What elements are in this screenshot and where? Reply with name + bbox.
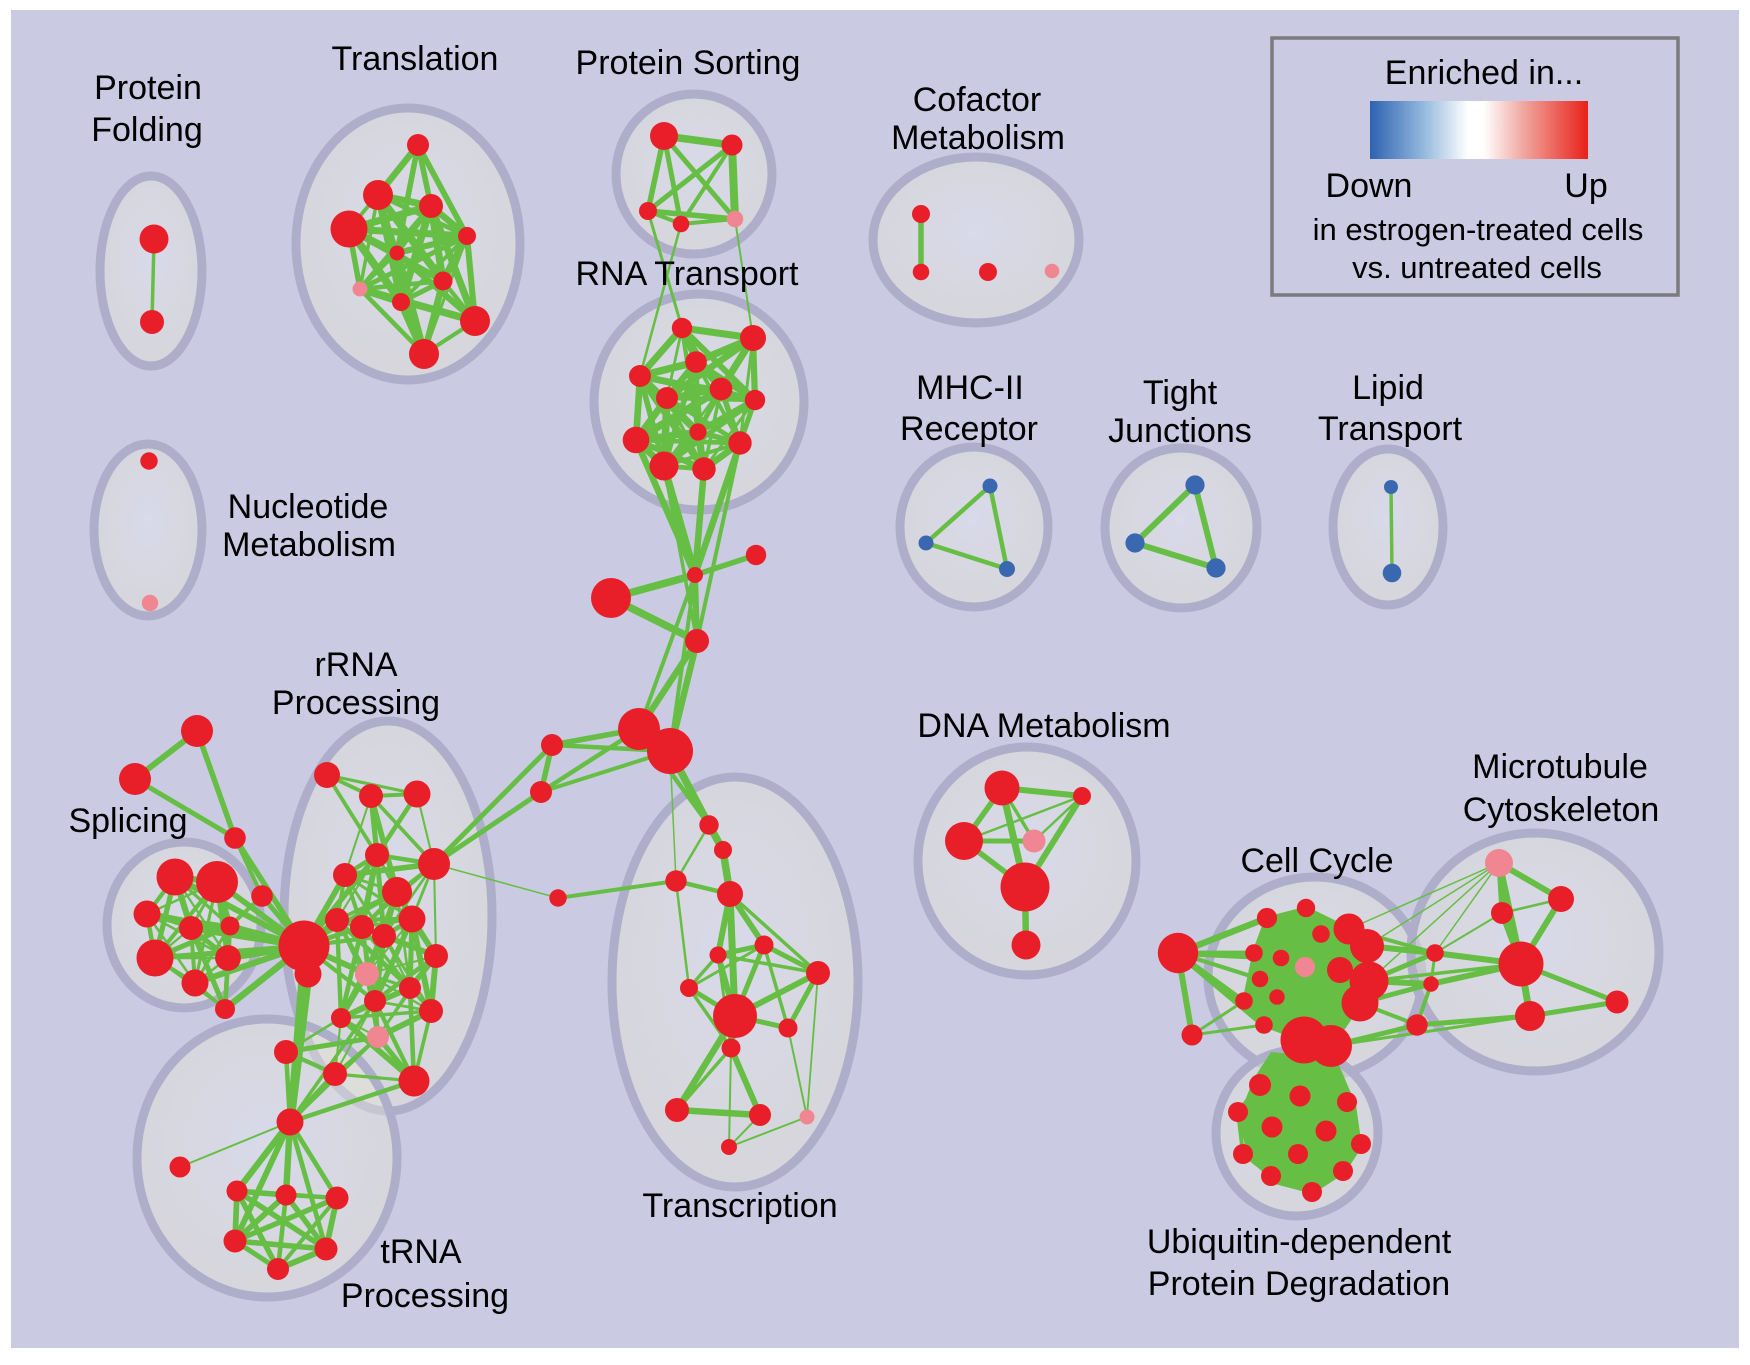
svg-text:Tight: Tight <box>1143 374 1218 412</box>
svg-text:Folding: Folding <box>91 111 203 149</box>
svg-text:Receptor: Receptor <box>900 410 1038 448</box>
svg-text:Cofactor: Cofactor <box>913 81 1042 119</box>
svg-text:Ubiquitin-dependent: Ubiquitin-dependent <box>1147 1223 1452 1261</box>
svg-text:in estrogen-treated cells: in estrogen-treated cells <box>1313 212 1644 247</box>
svg-text:Junctions: Junctions <box>1108 412 1252 450</box>
svg-text:Processing: Processing <box>272 684 440 722</box>
svg-text:Microtubule: Microtubule <box>1472 748 1648 786</box>
svg-text:Cell Cycle: Cell Cycle <box>1240 842 1393 880</box>
svg-text:Down: Down <box>1326 167 1413 205</box>
svg-text:Transcription: Transcription <box>642 1187 837 1225</box>
svg-text:Enriched in...: Enriched in... <box>1385 54 1583 92</box>
svg-text:Cytoskeleton: Cytoskeleton <box>1463 791 1660 829</box>
svg-text:rRNA: rRNA <box>314 646 397 684</box>
svg-text:Protein Sorting: Protein Sorting <box>576 44 801 82</box>
svg-text:Protein Degradation: Protein Degradation <box>1148 1265 1450 1303</box>
svg-text:Lipid: Lipid <box>1352 369 1424 407</box>
svg-text:Splicing: Splicing <box>68 802 187 840</box>
svg-text:MHC-II: MHC-II <box>916 369 1024 407</box>
svg-text:RNA Transport: RNA Transport <box>576 255 800 293</box>
svg-text:Up: Up <box>1564 167 1607 205</box>
svg-text:Translation: Translation <box>332 40 499 78</box>
svg-text:Processing: Processing <box>341 1277 509 1315</box>
svg-text:Nucleotide: Nucleotide <box>228 488 389 526</box>
svg-text:Protein: Protein <box>94 69 202 107</box>
svg-text:vs. untreated cells: vs. untreated cells <box>1352 250 1602 285</box>
svg-text:Metabolism: Metabolism <box>891 119 1065 157</box>
svg-text:tRNA: tRNA <box>380 1233 462 1271</box>
svg-text:Transport: Transport <box>1318 410 1463 448</box>
svg-text:Metabolism: Metabolism <box>222 526 396 564</box>
svg-text:DNA Metabolism: DNA Metabolism <box>917 707 1170 745</box>
